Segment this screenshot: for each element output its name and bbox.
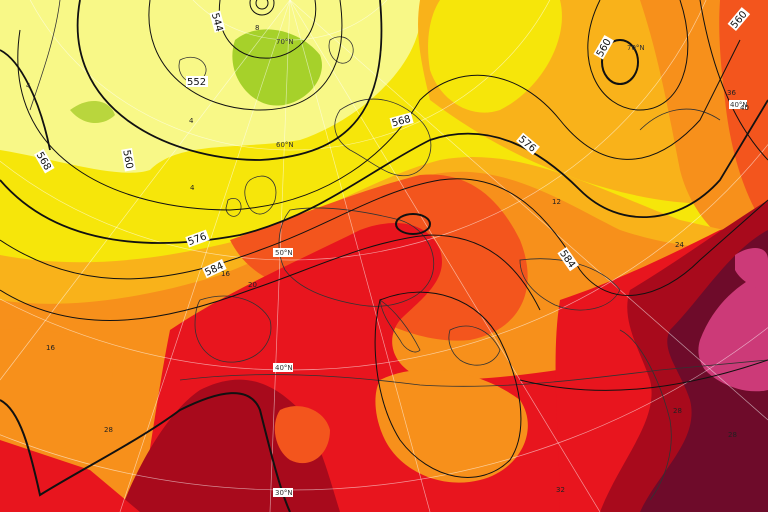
coast-greenland (29, 0, 61, 111)
lat-label: 40°N (275, 364, 293, 372)
contour-label-text: 560 (120, 149, 134, 170)
field-lime-small (70, 100, 115, 124)
coast-italy (379, 299, 421, 353)
isotherm-labels: 4 4 4 8 12 16 20 24 28 32 36 40 16 28 28 (26, 24, 749, 494)
contour-greenland (0, 49, 51, 151)
coast-europe (278, 207, 434, 307)
meridian-3 (289, 0, 431, 512)
field-orange-patch-africa (274, 406, 330, 464)
coast-red-sea (619, 329, 672, 501)
latitude-labels: 70°N 60°N 50°N 40°N 30°N 70°N 40°N (273, 38, 748, 497)
lat-label: 60°N (276, 141, 294, 149)
contour-576 (0, 99, 768, 244)
field-yellow-scandinavia (428, 0, 562, 113)
coast-iberia (194, 295, 272, 363)
field-pink (698, 270, 768, 392)
contour-552 (148, 0, 343, 111)
contour-africa-ridge (374, 291, 522, 478)
isotherm-label: 40 (740, 104, 749, 112)
coast-greece (448, 325, 501, 366)
isotherm-label: 12 (552, 198, 561, 206)
contour-east-low-inner (601, 39, 639, 85)
field-red-west (0, 440, 140, 512)
lat-circle-60 (29, 0, 551, 151)
isotherm-label: 36 (727, 89, 736, 97)
contour-label: 568 (389, 112, 414, 130)
lat-label: 70°N (276, 38, 294, 46)
meridian-2 (119, 0, 291, 512)
lat-label: 30°N (275, 489, 293, 497)
contour-low-center (255, 0, 269, 10)
contour-labels: 544 552 560 568 576 584 560 568 (34, 7, 751, 279)
coast-scandinavia (334, 98, 432, 177)
contour-588 (0, 234, 541, 321)
lat-circle-70 (192, 0, 388, 41)
coast-russia (639, 108, 721, 131)
contour-far-east (699, 0, 768, 161)
contour-560 (76, 0, 383, 161)
contour-label: 560 (120, 147, 136, 172)
isotherm-label: 28 (104, 426, 113, 434)
coast-ireland (225, 197, 242, 217)
coastlines (29, 0, 768, 501)
contour-low-ring-1 (249, 0, 275, 16)
contour-label: 552 (186, 76, 208, 88)
field-lime (232, 29, 322, 106)
coast-north-africa (179, 359, 768, 387)
lat-label: 70°N (627, 44, 645, 52)
contour-east-med (519, 359, 768, 391)
lat-label: 40°N (730, 101, 748, 109)
contour-label-text: 568 (391, 114, 412, 130)
isotherm-label: 24 (675, 241, 684, 249)
isotherm-label: 20 (248, 281, 257, 289)
isotherm-label: 4 (189, 117, 194, 125)
isotherm-label: 4 (190, 184, 195, 192)
field-pink-small (735, 248, 768, 290)
isotherm-label: 16 (221, 270, 230, 278)
coast-britain (244, 175, 277, 215)
isotherm-label: 8 (255, 24, 259, 32)
contour-584 (0, 178, 768, 296)
meridian-5 (289, 0, 768, 421)
lat-circle-50 (0, 0, 707, 261)
contour-cutoff-high (395, 213, 431, 235)
isotherm-label: 28 (728, 431, 737, 439)
lat-label: 50°N (275, 249, 293, 257)
meridian-4 (289, 0, 601, 512)
field-light-yellow (0, 0, 421, 173)
isotherm-label: 16 (46, 344, 55, 352)
contour-east-low (587, 0, 689, 111)
isotherm-label: 28 (673, 407, 682, 415)
isotherm-label: 32 (556, 486, 565, 494)
coast-svalbard (328, 36, 354, 64)
field-orange-atlantic (0, 328, 113, 452)
contour-label: 544 (209, 10, 226, 33)
contour-label-text: 552 (187, 77, 206, 88)
contour-label-text: 544 (209, 12, 225, 33)
meridian-6 (0, 0, 291, 381)
contour-west-africa (0, 392, 291, 512)
isotherm-label: 4 (26, 82, 31, 90)
